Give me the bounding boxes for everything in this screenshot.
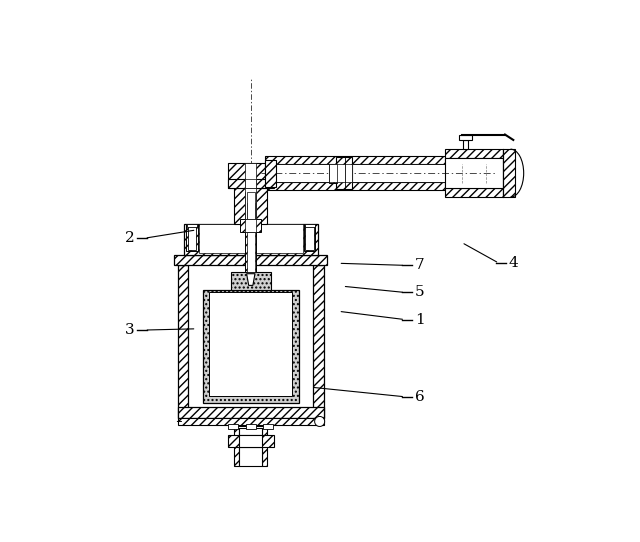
Bar (329, 164, 337, 183)
Bar (246, 424, 256, 429)
Text: 5: 5 (415, 286, 424, 300)
Bar (337, 158, 352, 189)
Bar (503, 149, 515, 197)
Bar (184, 224, 317, 255)
Bar (234, 188, 268, 224)
Bar (459, 134, 472, 140)
Bar (228, 163, 266, 188)
Bar (178, 418, 324, 425)
Bar (245, 188, 256, 224)
Bar (266, 157, 445, 164)
Bar (228, 424, 238, 429)
Bar (232, 418, 269, 426)
Bar (188, 266, 314, 407)
Bar (203, 291, 299, 403)
Bar (305, 225, 314, 249)
Bar (245, 220, 256, 232)
Bar (239, 435, 262, 447)
Bar (246, 203, 255, 272)
Bar (175, 255, 327, 266)
Bar (463, 140, 468, 149)
Polygon shape (246, 274, 255, 286)
Bar (262, 428, 268, 466)
Bar (188, 225, 196, 249)
Bar (337, 164, 352, 182)
Bar (186, 224, 198, 251)
Text: 7: 7 (415, 259, 424, 273)
Bar (305, 224, 315, 227)
Bar (245, 179, 256, 188)
Bar (266, 164, 445, 182)
Bar (178, 266, 188, 418)
Bar (445, 149, 503, 158)
Bar (314, 266, 324, 418)
Bar (231, 272, 271, 291)
Bar (266, 182, 445, 190)
Bar (198, 224, 303, 253)
Text: 3: 3 (125, 323, 135, 337)
Bar (445, 158, 503, 189)
Bar (228, 435, 274, 447)
Wedge shape (315, 416, 324, 427)
Bar (329, 164, 337, 182)
Bar (445, 189, 503, 197)
Text: 4: 4 (509, 256, 518, 270)
Bar (304, 224, 316, 251)
Bar (246, 192, 255, 220)
Bar (209, 293, 292, 396)
Bar (228, 179, 274, 188)
Bar (245, 203, 256, 272)
Text: 6: 6 (415, 390, 424, 404)
Bar (241, 220, 261, 232)
Bar (178, 407, 324, 418)
Bar (245, 163, 256, 188)
Bar (187, 224, 197, 227)
Text: 1: 1 (415, 313, 424, 327)
Bar (263, 424, 273, 429)
Text: 2: 2 (125, 231, 135, 245)
Bar (245, 192, 256, 220)
Bar (266, 159, 276, 186)
Bar (239, 418, 262, 426)
Bar (239, 428, 262, 466)
Bar (234, 428, 239, 466)
